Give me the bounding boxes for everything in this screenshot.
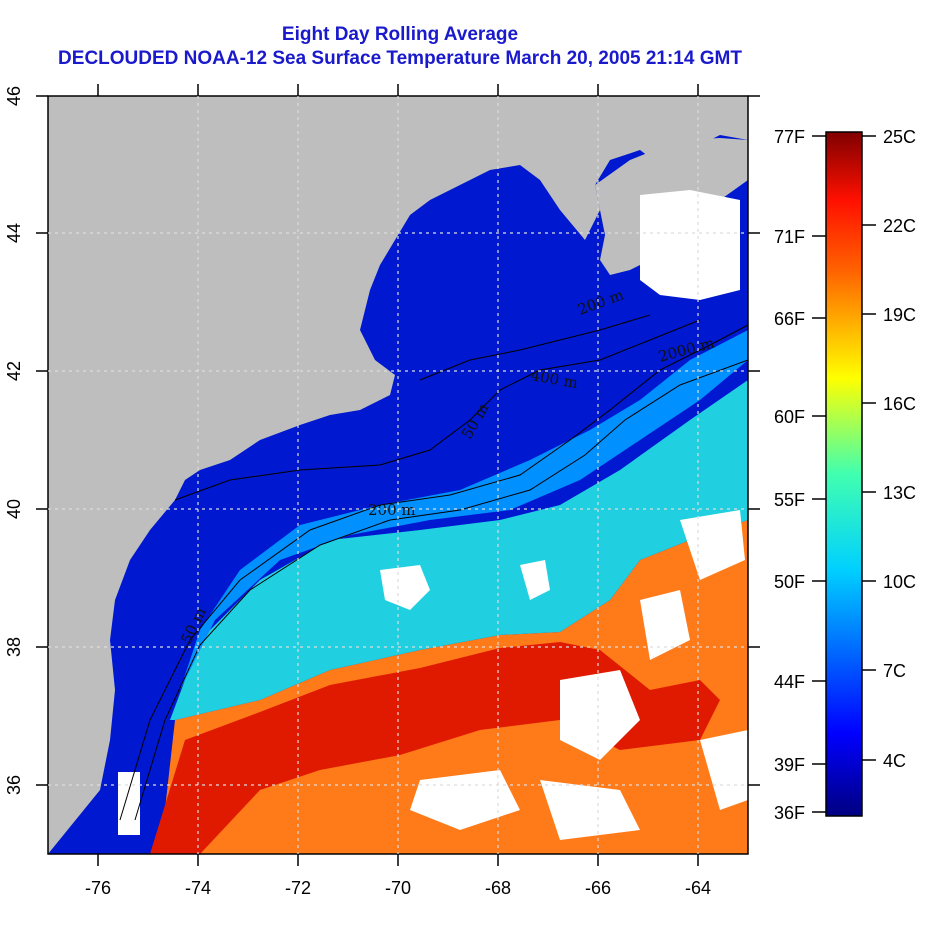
celsius-label: 16C: [883, 394, 916, 414]
fahrenheit-label: 50F: [774, 572, 805, 592]
longitude-tick-label: -74: [185, 878, 211, 898]
celsius-label: 25C: [883, 127, 916, 147]
latitude-tick-label: 36: [4, 775, 24, 795]
longitude-tick-label: -68: [485, 878, 511, 898]
bottom-axis-ticks: [97, 854, 699, 866]
celsius-label: 7C: [883, 661, 906, 681]
fahrenheit-labels: 77F 71F 66F 60F 55F 50F 44F 39F 36F: [774, 127, 805, 823]
latitude-tick-label: 44: [4, 223, 24, 243]
fahrenheit-label: 44F: [774, 672, 805, 692]
celsius-labels: 25C 22C 19C 16C 13C 10C 7C 4C: [883, 127, 916, 771]
celsius-ticks: [862, 135, 876, 761]
fahrenheit-label: 71F: [774, 227, 805, 247]
land-mass: [48, 96, 748, 854]
fahrenheit-label: 36F: [774, 803, 805, 823]
fahrenheit-label: 55F: [774, 490, 805, 510]
bathymetry-contours: [119, 314, 748, 821]
celsius-label: 4C: [883, 751, 906, 771]
fahrenheit-label: 77F: [774, 127, 805, 147]
latitude-labels: 36 38 40 42 44 46: [4, 86, 24, 795]
temperature-colorbar: [825, 131, 863, 817]
map-title-line1: Eight Day Rolling Average: [281, 24, 519, 45]
cloud-patches: [118, 190, 748, 840]
longitude-tick-label: -64: [685, 878, 711, 898]
left-axis-ticks: [36, 95, 48, 786]
shelf-edge-band: [180, 330, 748, 690]
celsius-label: 13C: [883, 483, 916, 503]
top-right-axis-ticks: [97, 84, 760, 786]
latitude-tick-label: 40: [4, 499, 24, 519]
fahrenheit-label: 66F: [774, 309, 805, 329]
celsius-label: 10C: [883, 572, 916, 592]
longitude-tick-label: -72: [285, 878, 311, 898]
longitude-tick-label: -70: [385, 878, 411, 898]
fahrenheit-ticks: [812, 135, 826, 813]
slope-water-region: [170, 380, 748, 720]
celsius-label: 19C: [883, 305, 916, 325]
fahrenheit-label: 60F: [774, 407, 805, 427]
latitude-tick-label: 42: [4, 361, 24, 381]
latitude-tick-label: 46: [4, 86, 24, 106]
latitude-tick-label: 38: [4, 637, 24, 657]
longitude-labels: -76 -74 -72 -70 -68 -66 -64: [85, 878, 711, 898]
graticule: [48, 96, 748, 854]
fahrenheit-label: 39F: [774, 755, 805, 775]
longitude-tick-label: -66: [585, 878, 611, 898]
longitude-tick-label: -76: [85, 878, 111, 898]
contour-label: 200 m: [368, 501, 416, 519]
celsius-label: 22C: [883, 216, 916, 236]
map-title-line2: DECLOUDED NOAA-12 Sea Surface Temperatur…: [58, 48, 742, 69]
